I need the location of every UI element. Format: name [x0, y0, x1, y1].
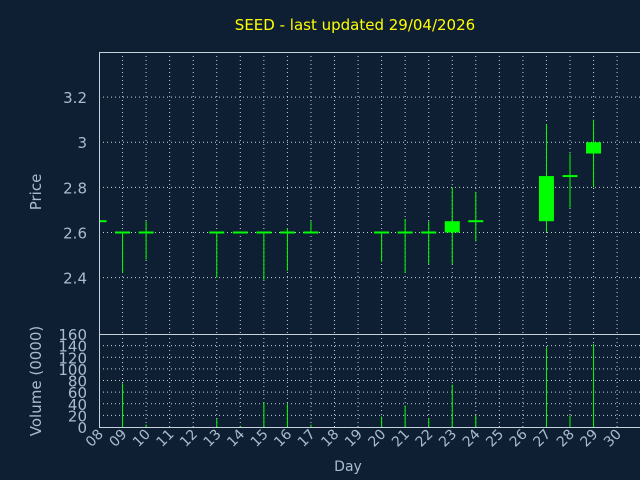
x-tick-label: 30 — [601, 427, 625, 451]
volume-axis-label: Volume (0000) — [27, 326, 45, 436]
price-tick-label: 2.8 — [63, 179, 87, 197]
x-tick-label: 29 — [577, 427, 601, 451]
candle — [256, 231, 272, 280]
candle — [421, 221, 437, 265]
volume-tick-label: 80 — [68, 373, 87, 391]
plot-frames — [99, 52, 640, 428]
candle-body — [256, 231, 272, 234]
candle-body — [99, 220, 107, 223]
volume-tick-label: 100 — [58, 361, 87, 379]
candle — [115, 231, 131, 274]
price-grid — [99, 52, 640, 334]
x-tick-label: 24 — [460, 426, 484, 450]
x-tick-label: 10 — [130, 427, 154, 451]
volume-grid — [99, 334, 640, 427]
candle — [468, 191, 484, 242]
x-tick-label: 13 — [201, 427, 225, 451]
candle-body — [444, 221, 460, 233]
candle-body — [232, 231, 248, 234]
candle-body — [374, 231, 390, 234]
candle — [99, 220, 107, 223]
candle-body — [303, 231, 319, 234]
candle — [279, 227, 295, 271]
volume-tick-label: 40 — [68, 396, 87, 414]
x-tick-label: 15 — [248, 427, 272, 451]
price-tick-label: 3.2 — [63, 89, 87, 107]
candle — [586, 119, 602, 188]
price-plot-frame — [99, 52, 640, 335]
candle-body — [586, 142, 602, 154]
x-tick-label: 22 — [413, 427, 437, 451]
candle-body — [209, 231, 225, 234]
x-tick-label: 14 — [224, 426, 248, 450]
price-tick-label: 2.6 — [63, 224, 87, 242]
candle-body — [279, 231, 295, 234]
candle — [303, 221, 319, 234]
x-tick-label: 26 — [507, 426, 531, 450]
x-tick-label: 27 — [530, 427, 554, 451]
candle — [374, 231, 390, 262]
x-tick-label: 21 — [389, 427, 413, 451]
candle-body — [397, 231, 413, 234]
volume-tick-label: 160 — [58, 326, 87, 344]
candle — [562, 153, 578, 208]
x-tick-label: 23 — [436, 427, 460, 451]
candle-body — [562, 175, 578, 178]
price-tick-label: 2.4 — [63, 270, 87, 288]
x-tick-label: 20 — [366, 427, 390, 451]
candle — [538, 124, 554, 233]
candle-body — [421, 231, 437, 234]
x-tick-label: 09 — [106, 427, 130, 451]
volume-tick-label: 120 — [58, 349, 87, 367]
x-tick-label: 11 — [154, 427, 178, 451]
price-axis-label: Price — [27, 174, 45, 211]
volume-tick-label: 60 — [68, 384, 87, 402]
candle-body — [468, 220, 484, 223]
x-tick-label: 19 — [342, 427, 366, 451]
x-tick-label: 18 — [318, 427, 342, 451]
candle — [444, 187, 460, 265]
volume-tick-label: 140 — [58, 338, 87, 356]
x-tick-label: 25 — [483, 427, 507, 451]
candle — [232, 231, 248, 234]
volume-tick-label: 20 — [68, 407, 87, 425]
x-tick-label: 17 — [295, 427, 319, 451]
x-tick-label: 12 — [177, 427, 201, 451]
candle-body — [138, 231, 154, 234]
volume-bars — [122, 343, 595, 427]
price-tick-label: 3 — [77, 134, 87, 152]
candle-body — [115, 231, 131, 234]
candle — [209, 231, 225, 278]
x-axis-label: Day — [334, 459, 362, 475]
candles — [99, 119, 602, 280]
volume-tick-label: 0 — [77, 419, 87, 437]
x-tick-label: 28 — [554, 427, 578, 451]
price-axis-ticks: 2.4 2.6 2.8 3 3.2 — [63, 89, 87, 287]
chart-title: SEED - last updated 29/04/2026 — [235, 16, 475, 34]
candle — [397, 218, 413, 274]
candle — [138, 221, 154, 260]
candle-body — [538, 176, 554, 222]
x-axis-ticks: 08 09 10 11 12 13 14 15 16 17 18 19 20 21 22 23 24 25 26 27… — [83, 426, 625, 450]
x-tick-label: 16 — [271, 426, 295, 450]
volume-plot-frame — [99, 334, 640, 428]
